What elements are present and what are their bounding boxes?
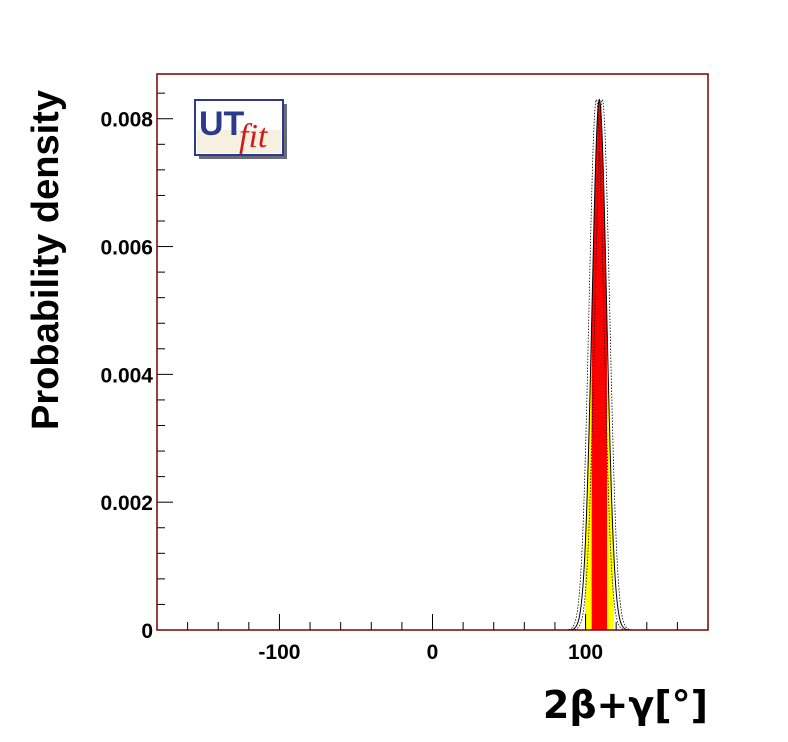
y-axis-label: Probability density xyxy=(25,90,67,430)
probability-band-inner xyxy=(591,99,607,630)
x-tick-label: 100 xyxy=(568,641,603,664)
axis-ticks xyxy=(156,92,709,631)
curve-layer xyxy=(559,98,640,631)
probability-bands xyxy=(584,99,614,630)
y-tick-label: 0.002 xyxy=(100,492,153,515)
y-tick-label: 0.006 xyxy=(100,237,153,260)
utfit-logo: UT fit xyxy=(194,99,287,159)
logo-text-ut: UT xyxy=(199,105,245,143)
probability-curve xyxy=(562,98,637,631)
y-tick-label: 0.004 xyxy=(100,364,153,387)
tick-labels: -100 0 100 0 0.002 0.004 0.006 0.008 xyxy=(100,109,603,664)
plot-frame xyxy=(156,73,709,631)
y-tick-label: 0 xyxy=(141,620,153,643)
probability-curve-dotted-left xyxy=(559,98,634,631)
probability-curve-dotted-right xyxy=(565,98,640,631)
y-tick-label: 0.008 xyxy=(100,109,153,132)
logo-highlight xyxy=(197,130,281,153)
x-axis-label: 2β+γ[°] xyxy=(543,683,708,727)
x-tick-label: -100 xyxy=(258,641,300,664)
x-tick-label: 0 xyxy=(427,641,439,664)
logo-text-fit: fit xyxy=(239,118,269,155)
